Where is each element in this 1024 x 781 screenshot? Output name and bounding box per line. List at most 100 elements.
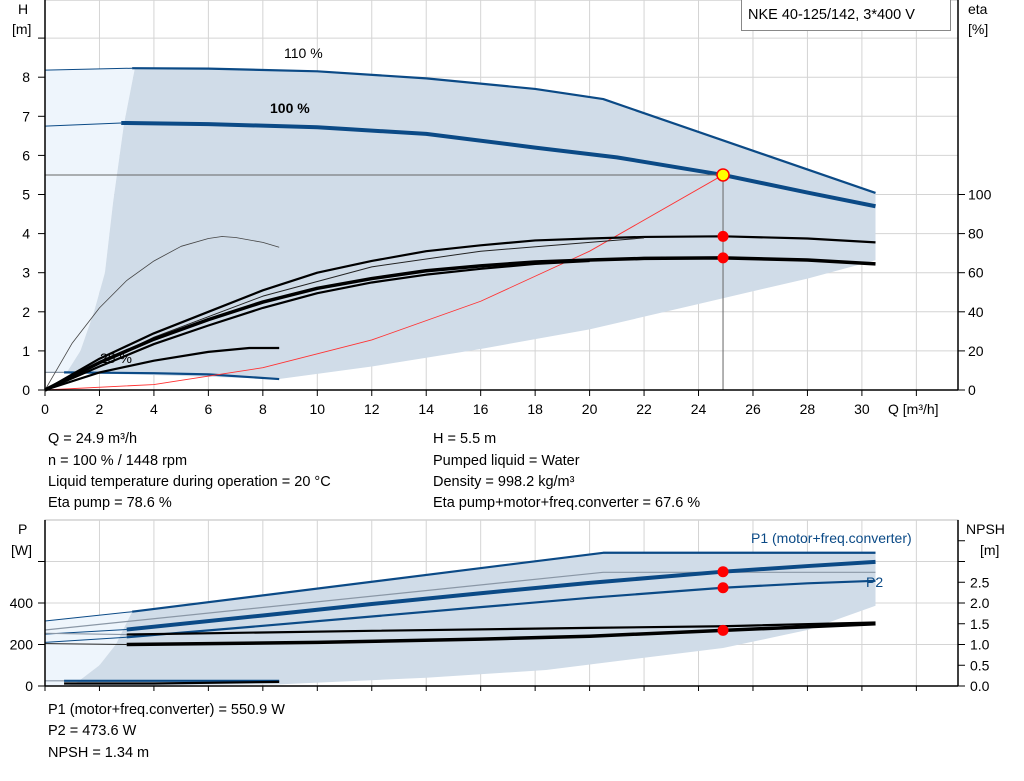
series-npsh-start bbox=[44, 643, 127, 645]
p-axis-unit: [W] bbox=[11, 542, 32, 558]
annotation-110: 110 % bbox=[284, 45, 323, 61]
y-axis-unit: [m] bbox=[12, 21, 31, 37]
marker-p1-point bbox=[717, 566, 729, 578]
region-light bbox=[45, 68, 135, 373]
result-h: H = 5.5 m bbox=[433, 431, 497, 447]
bottom-series bbox=[44, 551, 876, 685]
legend-p1: P1 (motor+freq.converter) bbox=[751, 530, 912, 546]
y-tick-label: 1 bbox=[22, 343, 30, 359]
y-tick-label: 4 bbox=[22, 226, 30, 242]
top-markers bbox=[716, 168, 730, 264]
x-tick-label: 16 bbox=[473, 401, 489, 417]
result-liquid: Pumped liquid = Water bbox=[433, 453, 580, 469]
marker-eta-pump-point bbox=[717, 230, 729, 242]
marker-eta-total-point bbox=[717, 252, 729, 264]
result-eta-pump: Eta pump = 78.6 % bbox=[48, 495, 172, 511]
series-h100-start bbox=[44, 122, 122, 127]
series-h110-start bbox=[44, 67, 133, 71]
p-tick-label: 400 bbox=[10, 595, 34, 611]
series-npsh-upper bbox=[126, 621, 876, 636]
x-tick-label: 26 bbox=[745, 401, 761, 417]
y-tick-label: 0 bbox=[22, 382, 30, 398]
x-tick-label: 28 bbox=[800, 401, 816, 417]
y-tick-label: 2 bbox=[22, 304, 30, 320]
marker-duty-point bbox=[716, 168, 730, 182]
x-tick-label: 12 bbox=[364, 401, 380, 417]
x-tick-label: 2 bbox=[96, 401, 104, 417]
npsh-tick-label: 2.0 bbox=[970, 595, 990, 611]
y2-axis-unit: [%] bbox=[968, 21, 988, 37]
result-npsh: NPSH = 1.34 m bbox=[48, 745, 150, 761]
x-tick-label: 22 bbox=[636, 401, 652, 417]
x-tick-label: 10 bbox=[310, 401, 326, 417]
series-p1-env-start bbox=[44, 611, 133, 622]
series-eta-thin-peak bbox=[44, 236, 280, 391]
result-p2: P2 = 473.6 W bbox=[48, 723, 137, 739]
npsh-tick-label: 2.5 bbox=[970, 574, 990, 590]
series-npsh bbox=[126, 622, 876, 647]
result-density: Density = 998.2 kg/m³ bbox=[433, 474, 575, 490]
npsh-axis-label: NPSH bbox=[966, 521, 1005, 537]
series-npsh-min bbox=[64, 680, 280, 685]
series-eta-total-low bbox=[44, 259, 590, 392]
x-tick-label: 0 bbox=[41, 401, 49, 417]
series-p2 bbox=[126, 579, 876, 639]
series-eta-pump bbox=[44, 235, 876, 391]
x-tick-label: 30 bbox=[854, 401, 870, 417]
series-h100 bbox=[121, 120, 876, 209]
p-tick-label: 0 bbox=[25, 678, 33, 694]
x-tick-label: 4 bbox=[150, 401, 158, 417]
marker-p2-point bbox=[717, 582, 729, 594]
bottom-axes: 0 200 400 0.0 0.5 1.0 1.5 2.0 2.5 bbox=[10, 520, 990, 694]
series-h110 bbox=[132, 67, 876, 194]
y2-tick-label: 0 bbox=[968, 382, 976, 398]
series-hmin bbox=[64, 371, 280, 381]
series-p1 bbox=[126, 559, 876, 632]
npsh-tick-label: 0.5 bbox=[970, 657, 990, 673]
series-p1-gray bbox=[44, 571, 876, 631]
y-tick-label: 3 bbox=[22, 265, 30, 281]
p-axis-label: P bbox=[18, 521, 27, 537]
npsh-axis-unit: [m] bbox=[980, 542, 999, 558]
y2-tick-label: 80 bbox=[968, 226, 984, 242]
series-p1-env bbox=[131, 551, 876, 613]
annotation-25: 25 % bbox=[100, 350, 132, 366]
region-dark bbox=[66, 552, 876, 686]
marker-npsh-point bbox=[717, 624, 729, 636]
x-tick-label: 14 bbox=[418, 401, 434, 417]
x-tick-label: 24 bbox=[691, 401, 707, 417]
series-eta-25 bbox=[44, 346, 280, 392]
bottom-markers bbox=[717, 566, 729, 636]
result-temp: Liquid temperature during operation = 20… bbox=[48, 474, 331, 490]
y-axis-label: H bbox=[18, 1, 28, 17]
series-eta-pump-thin bbox=[44, 237, 645, 391]
series-npsh-gray bbox=[44, 632, 127, 636]
pump-title: NKE 40-125/142, 3*400 V bbox=[741, 0, 951, 31]
result-eta-total: Eta pump+motor+freq.converter = 67.6 % bbox=[433, 495, 701, 511]
x-tick-label: 18 bbox=[527, 401, 543, 417]
p-tick-label: 200 bbox=[10, 637, 34, 653]
annotation-100: 100 % bbox=[270, 100, 310, 116]
x-tick-label: 20 bbox=[582, 401, 598, 417]
y2-axis-label: eta bbox=[968, 1, 988, 17]
legend-p2: P2 bbox=[866, 574, 883, 590]
series-p2-start bbox=[44, 636, 127, 643]
x-tick-label: 8 bbox=[259, 401, 267, 417]
y-tick-label: 8 bbox=[22, 69, 30, 85]
npsh-tick-label: 1.0 bbox=[970, 637, 990, 653]
x-axis-label: Q [m³/h] bbox=[888, 401, 939, 417]
x-tick-label: 6 bbox=[204, 401, 212, 417]
result-p1: P1 (motor+freq.converter) = 550.9 W bbox=[48, 702, 285, 718]
result-n: n = 100 % / 1448 rpm bbox=[48, 453, 188, 469]
y-tick-label: 6 bbox=[22, 147, 30, 163]
y-tick-label: 7 bbox=[22, 108, 30, 124]
series-eta-total bbox=[44, 256, 876, 392]
y2-tick-label: 100 bbox=[968, 187, 992, 203]
top-series bbox=[44, 67, 876, 392]
y2-tick-label: 60 bbox=[968, 265, 984, 281]
npsh-tick-label: 0.0 bbox=[970, 678, 990, 694]
series-system bbox=[44, 174, 724, 391]
result-q: Q = 24.9 m³/h bbox=[48, 431, 138, 447]
